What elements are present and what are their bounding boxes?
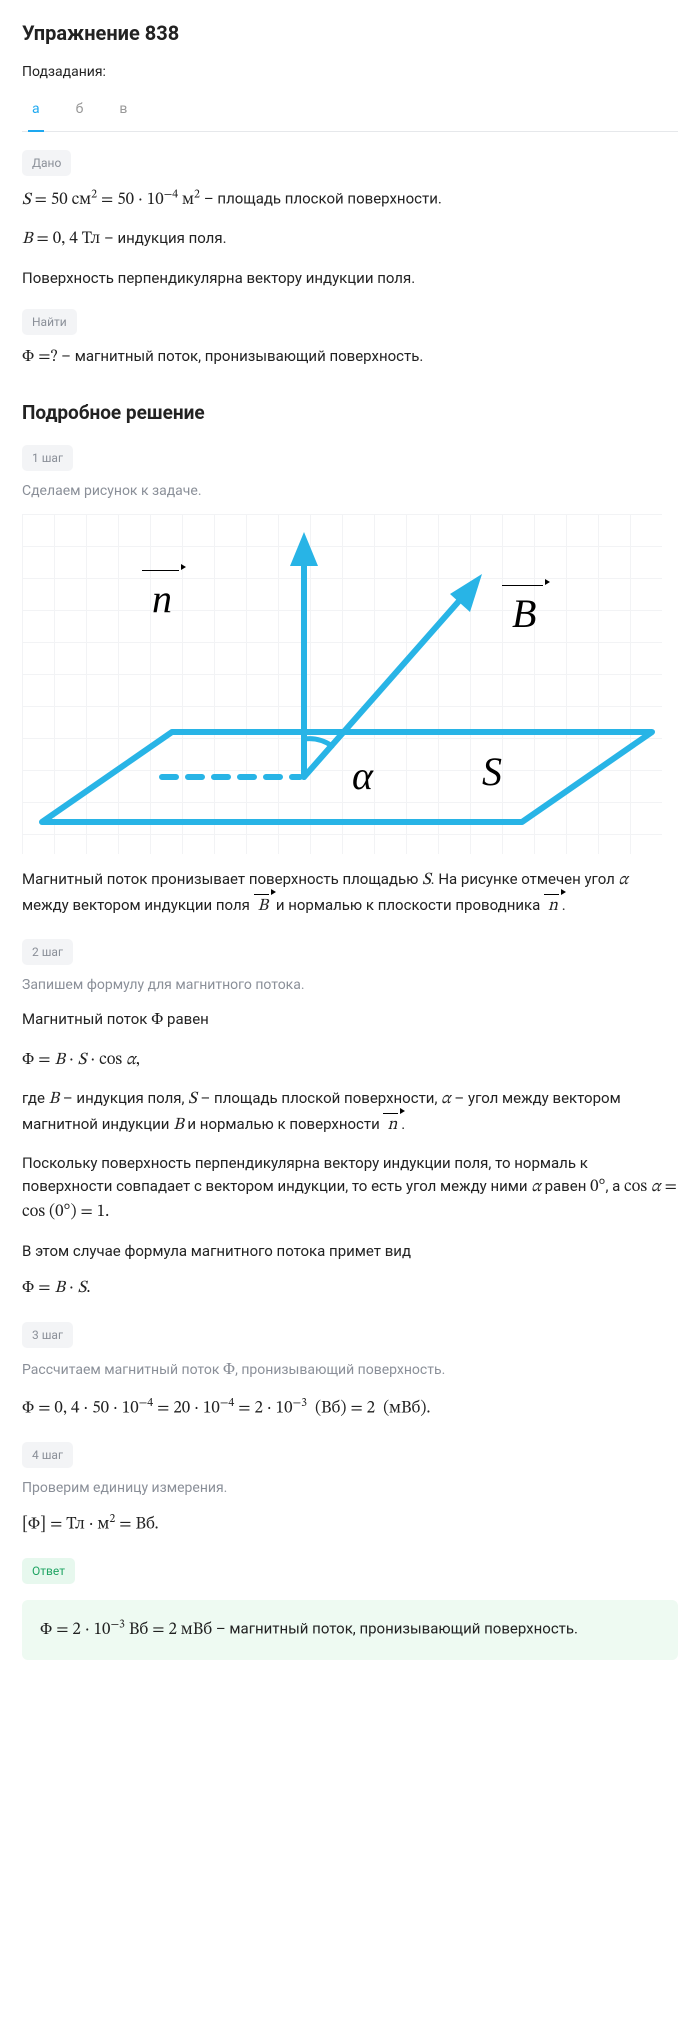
find-text: – магнитный поток, пронизывающий поверхн… [61, 347, 423, 365]
given-eq-s: S = 50 см2 = 50 · 10−4 м2 [22, 192, 204, 209]
answer-eq: Φ = 2 · 10−3 Вб = 2 мВб [40, 1622, 212, 1639]
given-text-2: – индукция поля. [104, 229, 227, 247]
given-text-3: Поверхность перпендикулярна вектору инду… [22, 267, 678, 290]
find-badge: Найти [22, 309, 77, 335]
step2-eq2: Φ = B · S. [22, 1276, 678, 1302]
step-4: 4 шаг Проверим единицу измерения. [Φ] = … [22, 1442, 678, 1538]
step1-caption: Сделаем рисунок к задаче. [22, 481, 678, 502]
step2-caption: Запишем формулу для магнитного потока. [22, 975, 678, 996]
tab-b[interactable]: б [72, 93, 88, 131]
find-eq: Φ =? [22, 349, 57, 366]
step3-badge: 3 шаг [22, 1322, 73, 1348]
given-badge: Дано [22, 150, 71, 176]
answer-text: – магнитный поток, пронизывающий поверхн… [216, 1620, 578, 1638]
label-s: S [482, 742, 502, 802]
answer-box: Φ = 2 · 10−3 Вб = 2 мВб – магнитный пото… [22, 1600, 678, 1659]
step-3: 3 шаг Рассчитаем магнитный поток Φ, прон… [22, 1322, 678, 1423]
label-b: B [502, 584, 546, 644]
step4-caption: Проверим единицу измерения. [22, 1478, 678, 1499]
given-text-1: – площадь плоской поверхности. [204, 190, 442, 208]
label-n: n [142, 569, 182, 629]
tab-v[interactable]: в [115, 93, 131, 131]
step2-p2: где B – индукция поля, S – площадь плоск… [22, 1087, 678, 1138]
magnetic-flux-diagram: n B α S [22, 514, 662, 854]
step2-badge: 2 шаг [22, 939, 73, 965]
step3-eq: Φ = 0, 4 · 50 · 10−4 = 20 · 10−4 = 2 · 1… [22, 1395, 678, 1422]
step-1: 1 шаг Сделаем рисунок к задаче. n B α S [22, 445, 678, 919]
diagram-svg [22, 514, 662, 854]
step3-caption: Рассчитаем магнитный поток Φ, пронизываю… [22, 1358, 678, 1384]
exercise-title: Упражнение 838 [22, 18, 678, 48]
step4-badge: 4 шаг [22, 1442, 73, 1468]
find-block: Найти Φ =? – магнитный поток, пронизываю… [22, 309, 678, 371]
step2-eq1: Φ = B · S · cos α, [22, 1048, 678, 1074]
solution-heading: Подробное решение [22, 399, 678, 428]
step-2: 2 шаг Запишем формулу для магнитного пот… [22, 939, 678, 1302]
answer-badge: Ответ [22, 1558, 75, 1584]
step4-eq: [Φ] = Тл · м2 = Вб. [22, 1511, 678, 1538]
label-alpha: α [352, 746, 373, 806]
step1-badge: 1 шаг [22, 445, 73, 471]
given-block: Дано S = 50 см2 = 50 · 10−4 м2 – площадь… [22, 150, 678, 289]
tab-a[interactable]: а [28, 93, 44, 132]
subtasks-label: Подзадания: [22, 62, 678, 83]
step2-p4: В этом случае формула магнитного потока … [22, 1240, 678, 1263]
given-eq-b: B = 0, 4 Тл [22, 231, 100, 248]
step2-p3: Поскольку поверхность перпендикулярна ве… [22, 1152, 678, 1226]
step1-para: Магнитный поток пронизывает поверхность … [22, 868, 678, 919]
subtask-tabs: а б в [22, 93, 678, 132]
step2-p1: Магнитный поток Φ равен [22, 1008, 678, 1034]
